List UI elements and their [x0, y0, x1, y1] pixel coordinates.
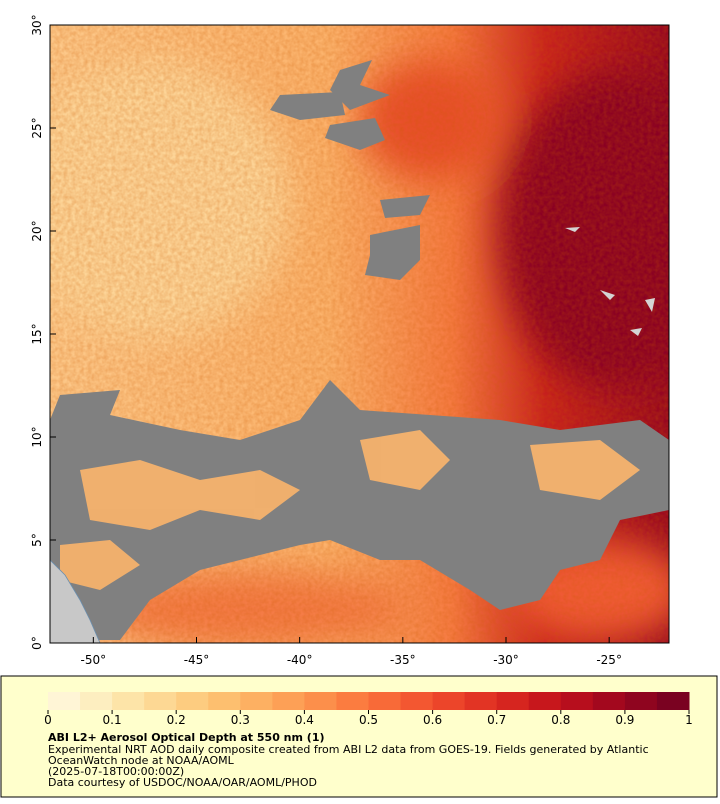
colorbar-tick-label: 0.9	[615, 713, 634, 727]
y-tick-label: 20°	[30, 220, 44, 241]
colorbar-tick-label: 1	[685, 713, 693, 727]
no-data-clouds	[50, 60, 669, 640]
colorbar-segment	[176, 692, 209, 710]
colorbar-tick-label: 0.4	[295, 713, 314, 727]
colorbar-segment	[400, 692, 434, 710]
caption-line: (2025-07-18T00:00:00Z)	[48, 765, 184, 778]
land	[50, 559, 101, 643]
colorbar-segment	[80, 692, 113, 710]
x-tick-label: -35°	[390, 653, 416, 667]
y-tick-label: 5°	[30, 533, 44, 547]
caption-line: OceanWatch node at NOAA/AOML	[48, 754, 235, 767]
y-tick-label: 10°	[30, 426, 44, 447]
colorbar-segment	[208, 692, 241, 710]
y-tick-label: 0°	[30, 636, 44, 650]
x-tick-label: -50°	[81, 653, 107, 667]
colorbar-segment	[528, 692, 562, 710]
colorbar-segment	[304, 692, 337, 710]
colorbar-tick-label: 0	[44, 713, 52, 727]
colorbar-segment	[432, 692, 466, 710]
colorbar-segment	[144, 692, 177, 710]
colorbar-segment	[560, 692, 594, 710]
y-tick-label: 30°	[30, 14, 44, 35]
x-tick-label: -45°	[184, 653, 210, 667]
colorbar-tick-label: 0.5	[359, 713, 378, 727]
colorbar-segment	[464, 692, 498, 710]
colorbar-segment	[272, 692, 305, 710]
colorbar-segment	[48, 692, 81, 710]
colorbar-tick-label: 0.2	[167, 713, 186, 727]
colorbar-segment	[368, 692, 402, 710]
colorbar-tick-label: 0.6	[423, 713, 442, 727]
colorbar-segment	[240, 692, 273, 710]
y-tick-label: 15°	[30, 323, 44, 344]
colorbar-segment	[112, 692, 145, 710]
caption-line: Experimental NRT AOD daily composite cre…	[48, 743, 649, 756]
aod-field	[50, 25, 669, 643]
colorbar-segment	[336, 692, 369, 710]
colorbar-tick-label: 0.1	[103, 713, 122, 727]
x-tick-label: -30°	[493, 653, 519, 667]
y-tick-label: 25°	[30, 117, 44, 138]
x-tick-label: -25°	[596, 653, 622, 667]
colorbar-tick-label: 0.7	[487, 713, 506, 727]
colorbar-segment	[592, 692, 626, 710]
x-tick-label: -40°	[287, 653, 313, 667]
colorbar-segment	[496, 692, 530, 710]
caption-line: Data courtesy of USDOC/NOAA/OAR/AOML/PHO…	[48, 776, 317, 789]
colorbar-segment	[624, 692, 658, 710]
colorbar-segment	[656, 692, 690, 710]
caption-title: ABI L2+ Aerosol Optical Depth at 550 nm …	[48, 731, 325, 744]
colorbar-tick-label: 0.8	[551, 713, 570, 727]
colorbar-tick-label: 0.3	[231, 713, 250, 727]
